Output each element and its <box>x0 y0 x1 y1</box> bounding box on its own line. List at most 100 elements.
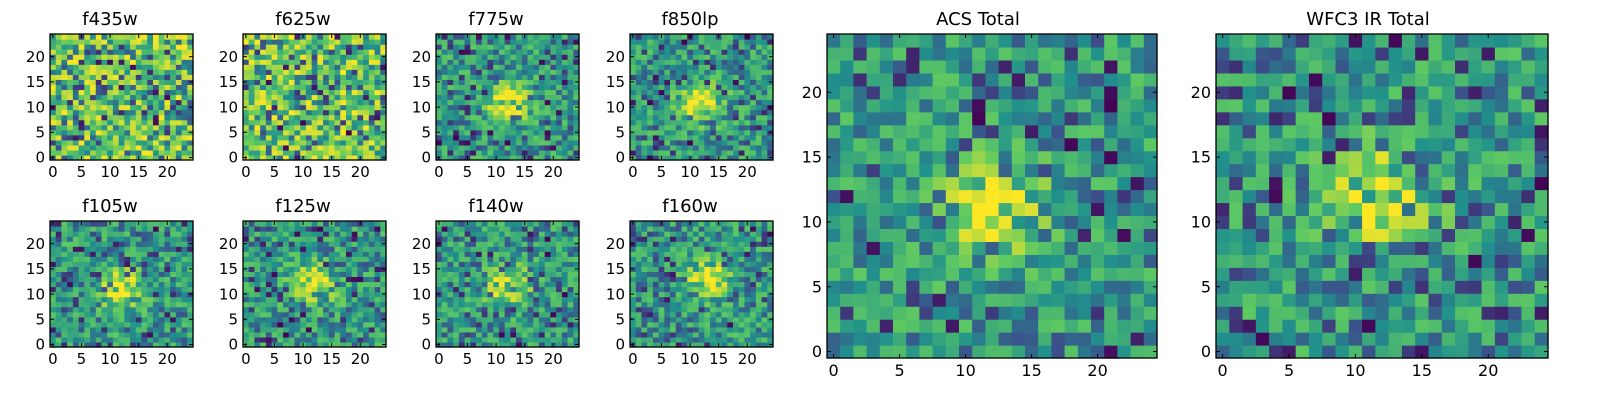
heatmap-cell <box>704 79 711 85</box>
heatmap-cell <box>481 341 489 348</box>
heatmap-cell <box>374 341 381 348</box>
heatmap-cell <box>368 134 376 141</box>
heatmap-cell <box>124 331 131 338</box>
heatmap-cell <box>487 84 494 91</box>
heatmap-cell <box>744 144 751 151</box>
heatmap-cell <box>311 59 318 65</box>
heatmap-cell <box>357 281 364 288</box>
heatmap-cell <box>481 139 489 146</box>
x-tick-label: 5 <box>463 350 473 368</box>
heatmap-cell <box>187 256 194 262</box>
heatmap-cell <box>340 79 347 85</box>
heatmap-cell <box>664 341 671 348</box>
heatmap-cell <box>78 331 85 338</box>
heatmap-cell <box>112 291 120 298</box>
heatmap-cell <box>135 134 143 141</box>
heatmap-cell <box>721 94 728 101</box>
heatmap-cell <box>533 84 540 91</box>
heatmap-cell <box>351 114 358 121</box>
heatmap-cell <box>561 251 569 257</box>
heatmap-cell <box>158 94 165 101</box>
heatmap-cell <box>147 69 154 75</box>
heatmap-cell <box>721 316 728 323</box>
heatmap-cell <box>357 316 364 323</box>
heatmap-cell <box>573 251 580 257</box>
heatmap-cell <box>363 221 370 227</box>
heatmap-cell <box>368 321 376 328</box>
heatmap-cell <box>664 114 671 121</box>
heatmap-cell <box>95 74 103 80</box>
heatmap-cell <box>374 84 381 91</box>
heatmap-cell <box>311 129 318 136</box>
heatmap-cell <box>630 306 637 313</box>
heatmap-cell <box>254 69 261 75</box>
heatmap-cell <box>470 301 477 308</box>
heatmap-cell <box>493 261 500 267</box>
heatmap-cell <box>521 129 529 136</box>
heatmap-cell <box>687 109 694 116</box>
heatmap-cell <box>363 276 370 283</box>
heatmap-cell <box>441 221 449 227</box>
heatmap-cell <box>681 271 688 278</box>
heatmap-cell <box>277 84 284 91</box>
heatmap-cell <box>61 341 68 348</box>
heatmap-cell <box>340 226 347 232</box>
heatmap-cell <box>647 64 654 70</box>
heatmap-cell <box>72 154 80 161</box>
heatmap-cell <box>107 266 114 272</box>
heatmap-cell <box>67 291 74 298</box>
heatmap-cell <box>698 139 705 146</box>
heatmap-cell <box>544 336 551 343</box>
heatmap-cell <box>334 331 341 338</box>
heatmap-cell <box>521 226 529 232</box>
heatmap-cell <box>328 39 336 45</box>
heatmap-cell <box>704 59 711 65</box>
heatmap-cell <box>556 144 563 151</box>
heatmap-cell <box>498 69 506 75</box>
heatmap-cell <box>493 276 500 283</box>
heatmap-cell <box>380 281 387 288</box>
heatmap-cell <box>357 236 364 242</box>
x-tick-label: 0 <box>241 163 251 181</box>
heatmap-cell <box>721 321 728 328</box>
heatmap-cell <box>681 149 688 156</box>
heatmap-cell <box>727 49 734 55</box>
heatmap-cell <box>516 296 523 303</box>
heatmap-cell <box>248 124 256 131</box>
heatmap-cell <box>538 296 546 303</box>
heatmap-cell <box>544 221 551 227</box>
heatmap-cell <box>641 94 648 101</box>
heatmap-cell <box>294 241 301 247</box>
heatmap-cell <box>323 261 330 267</box>
heatmap-cell <box>704 124 711 131</box>
heatmap-cell <box>498 54 506 60</box>
heatmap-cell <box>727 316 734 323</box>
heatmap-cell <box>351 99 358 106</box>
heatmap-cell <box>692 271 700 278</box>
heatmap-cell <box>135 331 143 338</box>
heatmap-cell <box>652 306 660 313</box>
y-tick-label: 15 <box>606 73 625 91</box>
heatmap-cell <box>721 34 728 40</box>
heatmap-cell <box>544 326 551 333</box>
heatmap-cell <box>61 276 68 283</box>
heatmap-cell <box>164 316 171 323</box>
heatmap-cell <box>544 251 551 257</box>
heatmap-cell <box>271 99 278 106</box>
heatmap-cell <box>374 291 381 298</box>
heatmap-cell <box>141 291 148 298</box>
heatmap-cell <box>464 241 471 247</box>
heatmap-cell <box>340 154 347 161</box>
heatmap-cell <box>556 114 563 121</box>
heatmap-cell <box>755 84 763 91</box>
heatmap-cell <box>130 326 137 333</box>
heatmap-cell <box>533 306 540 313</box>
heatmap-cell <box>715 321 723 328</box>
heatmap-cell <box>101 109 108 116</box>
heatmap-cell <box>277 271 284 278</box>
heatmap-cell <box>254 84 261 91</box>
heatmap-cell <box>130 79 137 85</box>
heatmap-cell <box>573 321 580 328</box>
heatmap-cell <box>328 311 336 318</box>
heatmap-cell <box>675 281 683 288</box>
